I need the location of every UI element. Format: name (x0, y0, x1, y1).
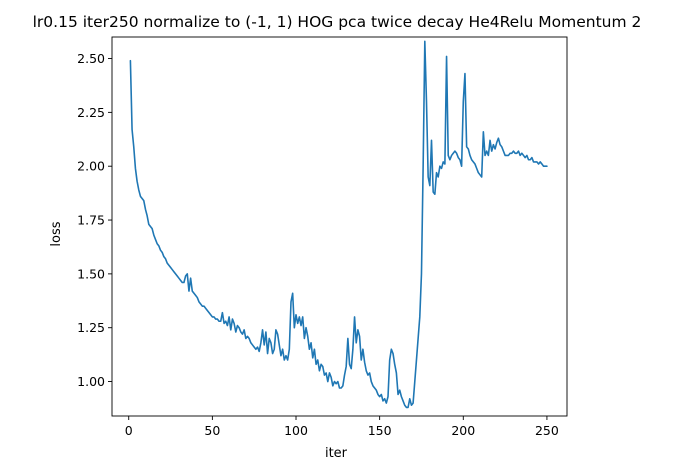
y-axis-ticks: 1.00 1.25 1.50 1.75 2.00 2.25 2.50 (77, 51, 112, 389)
x-tick-label: 200 (451, 423, 475, 438)
series-layer (129, 40, 548, 409)
plot-area: 0 50 100 150 200 250 1.00 1.25 1.50 1.75 2.00 2.25… (77, 36, 568, 438)
x-tick-label: 50 (204, 423, 220, 438)
plot-frame (111, 36, 568, 417)
y-tick-label: 2.00 (77, 159, 105, 174)
x-tick-label: 250 (535, 423, 559, 438)
y-tick-label: 1.50 (77, 266, 105, 281)
chart-title: lr0.15 iter250 normalize to (-1, 1) HOG … (33, 13, 642, 31)
x-tick-label: 150 (368, 423, 392, 438)
x-axis-label: iter (325, 446, 348, 461)
y-tick-label: 1.00 (77, 374, 105, 389)
x-tick-label: 0 (125, 423, 133, 438)
y-tick-label: 1.75 (77, 213, 105, 228)
y-tick-label: 2.25 (77, 105, 105, 120)
y-tick-label: 1.25 (77, 320, 105, 335)
series-line-1 (129, 40, 548, 409)
y-axis-label: loss (49, 221, 64, 246)
y-tick-label: 2.50 (77, 51, 105, 66)
x-axis-ticks: 0 50 100 150 200 250 (125, 416, 559, 438)
x-tick-label: 100 (284, 423, 308, 438)
